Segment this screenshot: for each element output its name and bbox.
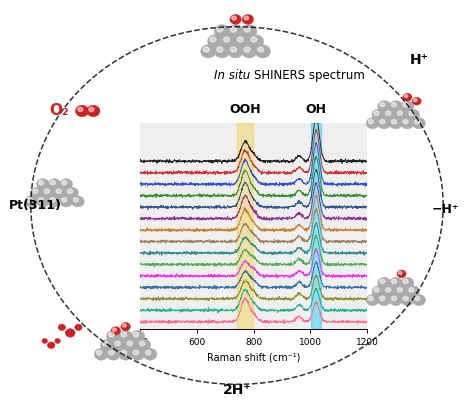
Text: H⁺: H⁺ [410,53,429,67]
Text: In situ: In situ [214,69,254,82]
Bar [237,123,253,329]
Text: OH: OH [306,103,327,116]
Text: O₂: O₂ [49,104,69,118]
Bar [311,123,321,329]
Text: −H⁺: −H⁺ [432,203,459,216]
Text: Pt(311): Pt(311) [9,199,62,212]
X-axis label: Raman shift (cm⁻¹): Raman shift (cm⁻¹) [207,352,300,363]
Text: SHINERS spectrum: SHINERS spectrum [254,69,365,82]
Text: OOH: OOH [229,103,261,116]
Text: 2H⁺: 2H⁺ [223,383,251,397]
